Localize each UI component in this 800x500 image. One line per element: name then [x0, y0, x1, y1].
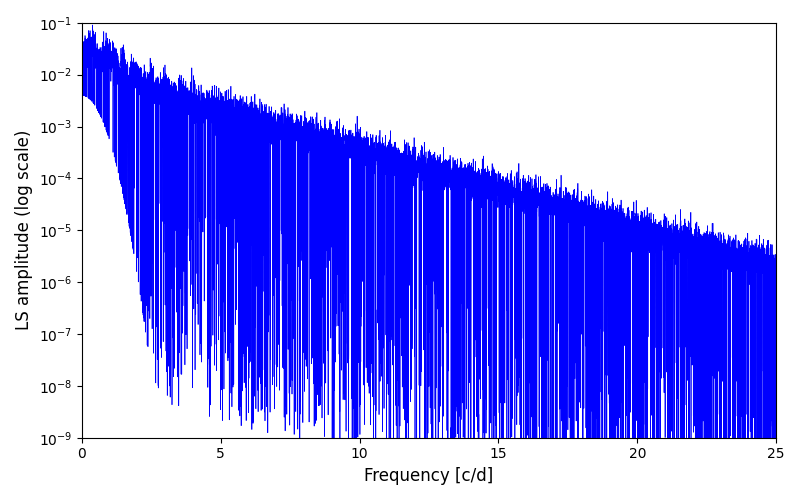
- X-axis label: Frequency [c/d]: Frequency [c/d]: [364, 467, 494, 485]
- Y-axis label: LS amplitude (log scale): LS amplitude (log scale): [15, 130, 33, 330]
